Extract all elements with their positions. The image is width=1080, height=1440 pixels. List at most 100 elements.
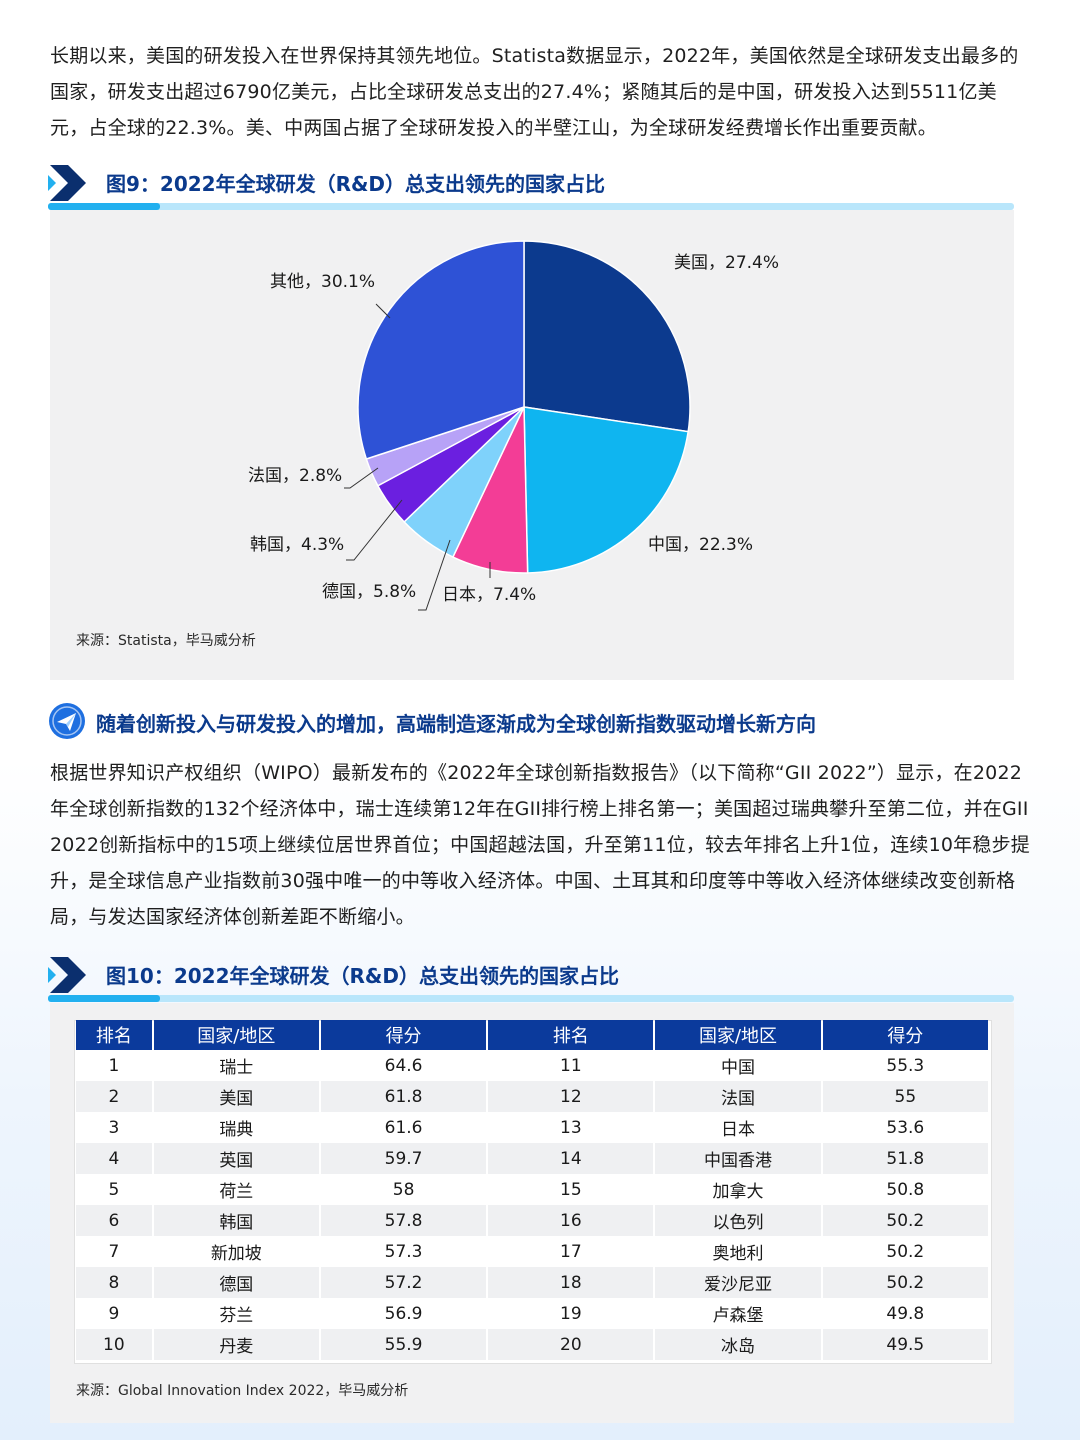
pie-label: 德国，5.8% [322,582,416,602]
chevron-right-icon [48,957,86,993]
figure9-header: 图9：2022年全球研发（R&D）总支出领先的国家占比 [48,163,1016,211]
cell-rank-2: 13 [488,1112,654,1143]
table-row: 9 芬兰 56.9 19 卢森堡 49.8 [76,1298,988,1329]
cell-rank-2: 11 [488,1050,654,1081]
cell-country: 德国 [153,1267,319,1298]
cell-score: 56.9 [320,1298,487,1329]
pie-leader-line [346,499,403,561]
cell-rank-2: 18 [488,1267,654,1298]
cell-score: 57.8 [320,1205,487,1236]
cell-country-2: 爱沙尼亚 [655,1267,821,1298]
pie-slice [357,240,525,460]
cell-country-2: 法国 [655,1081,821,1112]
table-row: 5 荷兰 58 15 加拿大 50.8 [76,1174,988,1205]
header-score: 得分 [320,1020,487,1050]
cell-score: 64.6 [320,1050,487,1081]
cell-country: 丹麦 [153,1329,319,1360]
cell-country: 英国 [153,1143,319,1174]
cell-country: 瑞典 [153,1112,319,1143]
header-score-2: 得分 [822,1020,988,1050]
table-row: 4 英国 59.7 14 中国香港 51.8 [76,1143,988,1174]
cell-rank: 2 [76,1081,152,1112]
cell-score: 59.7 [320,1143,487,1174]
cell-country-2: 中国香港 [655,1143,821,1174]
figure10-underline [48,995,1014,1002]
figure9-underline-accent [48,203,160,210]
cell-score-2: 53.6 [822,1112,988,1143]
cell-rank: 6 [76,1205,152,1236]
cell-rank: 8 [76,1267,152,1298]
cell-country: 瑞士 [153,1050,319,1081]
figure10-underline-accent [48,995,160,1002]
intro-paragraph: 长期以来，美国的研发投入在世界保持其领先地位。Statista数据显示，2022… [50,45,1019,139]
cell-score: 61.6 [320,1112,487,1143]
cell-rank-2: 17 [488,1236,654,1267]
table-row: 8 德国 57.2 18 爱沙尼亚 50.2 [76,1267,988,1298]
cell-rank-2: 12 [488,1081,654,1112]
table-row: 3 瑞典 61.6 13 日本 53.6 [76,1112,988,1143]
chevron-right-icon [48,165,86,201]
cell-rank: 5 [76,1174,152,1205]
figure10-source: 来源：Global Innovation Index 2022，毕马威分析 [76,1383,409,1399]
figure9-underline [48,203,1014,210]
cell-score: 55.9 [320,1329,487,1360]
cell-score-2: 55 [822,1081,988,1112]
pie-slice [523,240,691,433]
table-row: 2 美国 61.8 12 法国 55 [76,1081,988,1112]
pie-leader-line [344,467,379,489]
pie-slice [523,406,690,574]
section-subheading: 随着创新投入与研发投入的增加，高端制造逐渐成为全球创新指数驱动增长新方向 [48,702,1028,742]
cell-score-2: 49.8 [822,1298,988,1329]
pie-label: 法国，2.8% [248,466,342,486]
table-row: 7 新加坡 57.3 17 奥地利 50.2 [76,1236,988,1267]
figure9-title: 图9：2022年全球研发（R&D）总支出领先的国家占比 [106,172,606,196]
pie-label: 日本，7.4% [442,585,536,605]
cell-rank: 3 [76,1112,152,1143]
pie-label: 韩国，4.3% [250,535,344,555]
subheading-text: 随着创新投入与研发投入的增加，高端制造逐渐成为全球创新指数驱动增长新方向 [96,712,816,736]
cell-score: 57.3 [320,1236,487,1267]
header-country-2: 国家/地区 [655,1020,821,1050]
header-rank: 排名 [76,1020,152,1050]
ranking-table: 排名 国家/地区 得分 排名 国家/地区 得分 1 瑞士 64.6 11 中国 55.3 2… [74,1020,990,1360]
cell-score-2: 55.3 [822,1050,988,1081]
pie-leader-line [375,303,391,319]
cell-country-2: 加拿大 [655,1174,821,1205]
table-header-row: 排名 国家/地区 得分 排名 国家/地区 得分 [76,1020,988,1050]
cell-score-2: 50.2 [822,1205,988,1236]
cell-rank: 9 [76,1298,152,1329]
cell-rank-2: 15 [488,1174,654,1205]
cell-score-2: 50.2 [822,1267,988,1298]
cell-country-2: 以色列 [655,1205,821,1236]
cell-score-2: 50.2 [822,1236,988,1267]
figure10-header: 图10：2022年全球研发（R&D）总支出领先的国家占比 [48,955,1016,1003]
table-row: 10 丹麦 55.9 20 冰岛 49.5 [76,1329,988,1360]
cell-country-2: 中国 [655,1050,821,1081]
cell-rank-2: 20 [488,1329,654,1360]
pie-leader-line [418,539,451,611]
figure9-panel: 美国，27.4% 中国，22.3% 日本，7.4% 德国，5.8% 韩国，4.3% 法国，… [50,210,1014,680]
header-rank-2: 排名 [488,1020,654,1050]
cell-rank: 4 [76,1143,152,1174]
pie-chart: 美国，27.4% 中国，22.3% 日本，7.4% 德国，5.8% 韩国，4.3% 法国，… [248,240,779,611]
cell-country-2: 奥地利 [655,1236,821,1267]
pie-label: 美国，27.4% [674,253,779,273]
cell-country: 美国 [153,1081,319,1112]
cell-score: 57.2 [320,1267,487,1298]
cell-country: 韩国 [153,1205,319,1236]
cell-score-2: 51.8 [822,1143,988,1174]
cell-country: 荷兰 [153,1174,319,1205]
cell-rank-2: 14 [488,1143,654,1174]
table-row: 1 瑞士 64.6 11 中国 55.3 [76,1050,988,1081]
pie-label: 中国，22.3% [648,535,753,555]
figure9-source: 来源：Statista，毕马威分析 [76,633,256,649]
body-paragraph: 根据世界知识产权组织（WIPO）最新发布的《2022年全球创新指数报告》（以下简… [50,762,1030,928]
cell-rank: 7 [76,1236,152,1267]
cell-country-2: 日本 [655,1112,821,1143]
table-row: 6 韩国 57.8 16 以色列 50.2 [76,1205,988,1236]
cell-rank-2: 16 [488,1205,654,1236]
cell-rank: 1 [76,1050,152,1081]
cell-score-2: 50.8 [822,1174,988,1205]
paper-plane-icon [49,703,85,739]
figure10-title: 图10：2022年全球研发（R&D）总支出领先的国家占比 [106,964,619,988]
